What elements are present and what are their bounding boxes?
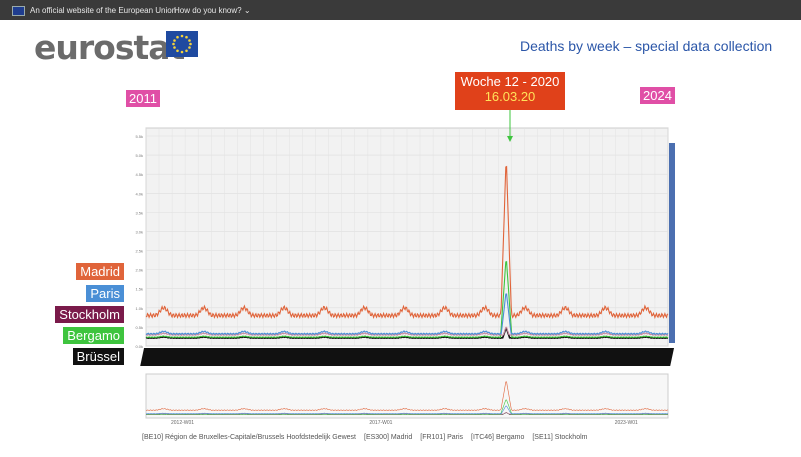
y-tick-label: 0.0k <box>135 344 143 349</box>
eurostat-logo[interactable]: eurostat <box>34 28 185 67</box>
y-tick-label: 4.0k <box>135 191 143 196</box>
callout-arrow-head <box>507 136 513 142</box>
city-label: Stockholm <box>55 306 124 323</box>
y-tick-label: 5.5k <box>135 134 143 139</box>
series-line <box>145 261 668 339</box>
city-label: Brüssel <box>72 348 124 365</box>
navigator-series-line <box>145 381 669 411</box>
series-line <box>145 327 669 340</box>
eu-topbar: An official website of the European Unio… <box>0 0 801 20</box>
legend-entry[interactable]: [SE11] Stockholm <box>532 434 588 441</box>
y-tick-label: 1.5k <box>135 287 143 292</box>
official-website-text: An official website of the European Unio… <box>30 6 177 15</box>
eu-stars-logo-icon <box>166 31 198 57</box>
legend-entry[interactable]: [BE10] Région de Bruxelles-Capitale/Brus… <box>142 434 356 441</box>
y-tick-label: 2.0k <box>135 268 143 273</box>
y-tick-label: 5.0k <box>135 153 143 158</box>
x-axis-band <box>140 348 675 366</box>
how-do-you-know-link[interactable]: How do you know? ⌄ <box>174 6 251 15</box>
scroll-handle[interactable] <box>669 143 675 343</box>
city-label: Paris <box>86 285 124 302</box>
eu-flag-icon <box>12 6 25 16</box>
y-tick-label: 0.5k <box>135 325 143 330</box>
y-tick-label: 1.0k <box>135 306 143 311</box>
end-year-badge: 2024 <box>640 87 675 104</box>
series-line <box>145 293 669 336</box>
legend-entry[interactable]: [ES300] Madrid <box>364 434 413 441</box>
series-line <box>145 326 669 336</box>
x-tick-label: 2017-W01 <box>369 420 392 426</box>
chart-legend: [BE10] Région de Bruxelles-Capitale/Brus… <box>142 434 595 441</box>
page-heading: Deaths by week – special data collection <box>520 38 773 54</box>
city-label: Bergamo <box>63 327 124 344</box>
navigator-series-line <box>145 405 669 415</box>
start-year-badge: 2011 <box>126 90 160 107</box>
series-line <box>145 165 669 320</box>
chevron-down-icon: ⌄ <box>243 6 251 15</box>
callout-week: Woche 12 - 2020 <box>460 74 560 89</box>
legend-entry[interactable]: [FR101] Paris <box>420 434 464 441</box>
callout-date: 16.03.20 <box>484 89 536 104</box>
navigator-series-line <box>146 399 668 415</box>
x-tick-label: 2023-W01 <box>615 420 638 426</box>
y-tick-label: 3.0k <box>135 229 143 234</box>
navigator-area <box>145 373 669 419</box>
city-label: Madrid <box>76 263 124 280</box>
peak-callout: Woche 12 - 2020 16.03.20 <box>455 72 565 110</box>
x-tick-label: 2012-W01 <box>171 420 194 426</box>
y-tick-label: 4.5k <box>135 172 143 177</box>
y-tick-label: 3.5k <box>135 210 143 215</box>
legend-entry[interactable]: [ITC46] Bergamo <box>471 434 525 441</box>
y-tick-label: 2.5k <box>135 249 143 254</box>
